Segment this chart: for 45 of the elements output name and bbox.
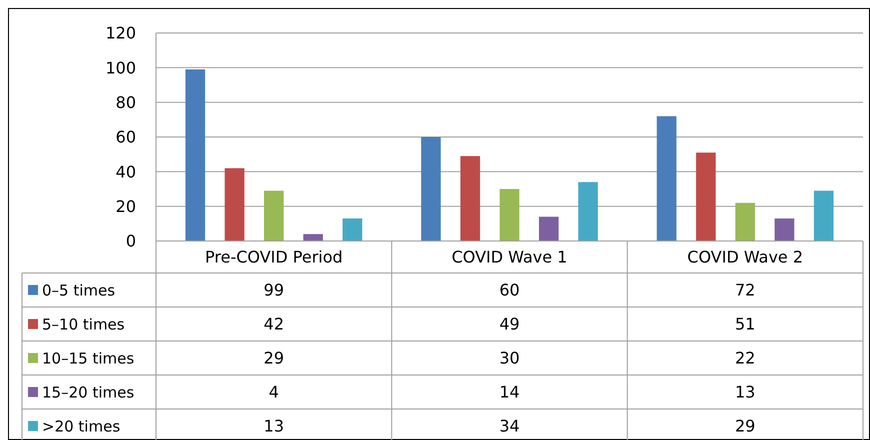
bar [656, 116, 676, 241]
bar [185, 69, 206, 241]
bar [735, 202, 755, 241]
y-tick-label: 40 [116, 162, 136, 182]
bar [774, 218, 794, 241]
bar [224, 168, 244, 241]
bar [342, 218, 362, 241]
data-label: 29 [734, 416, 756, 436]
x-tick-label: COVID Wave 1 [452, 248, 568, 267]
x-tick-label: Pre-COVID Period [205, 248, 343, 267]
data-label: 14 [499, 382, 520, 402]
data-label: 22 [734, 348, 756, 368]
y-tick-label: 0 [126, 232, 136, 251]
legend-label: 10–15 times [42, 349, 134, 368]
y-tick-label: 80 [116, 92, 136, 112]
data-label: 49 [499, 314, 520, 334]
y-tick-label: 100 [105, 58, 136, 78]
bar [538, 216, 559, 241]
y-tick-label: 20 [116, 196, 136, 216]
data-label: 29 [264, 348, 284, 368]
bar [303, 234, 323, 241]
data-label: 99 [264, 280, 284, 300]
x-tick-label: COVID Wave 2 [687, 248, 804, 267]
legend-label: >20 times [42, 417, 120, 436]
data-label: 60 [499, 280, 520, 300]
data-label: 72 [734, 280, 756, 300]
data-label: 30 [499, 348, 520, 368]
bar [264, 190, 284, 241]
legend-label: 0–5 times [42, 281, 116, 300]
data-label: 34 [499, 416, 520, 436]
data-label: 13 [734, 382, 756, 402]
bar [500, 189, 520, 241]
data-label: 4 [268, 382, 279, 402]
y-tick-label: 120 [105, 24, 136, 43]
bar [578, 182, 598, 241]
legend-label: 5–10 times [42, 315, 125, 334]
data-label: 13 [264, 416, 284, 436]
data-label: 42 [264, 314, 284, 334]
data-label: 51 [734, 314, 756, 334]
bar [814, 190, 834, 241]
legend-label: 15–20 times [42, 383, 134, 402]
bar [460, 156, 480, 241]
bar [696, 152, 716, 241]
bar [421, 137, 441, 241]
y-tick-label: 60 [116, 128, 136, 147]
